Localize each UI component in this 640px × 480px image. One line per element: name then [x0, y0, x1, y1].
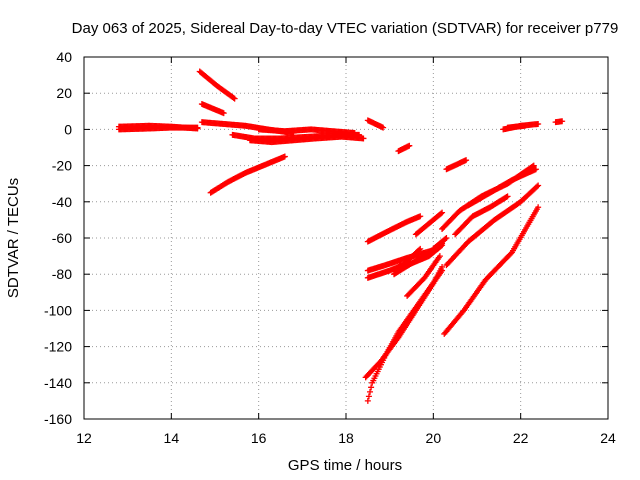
data-point: [230, 94, 237, 101]
data-track: [364, 117, 387, 131]
x-tick-label: 16: [251, 430, 267, 446]
data-point: [504, 193, 511, 200]
y-tick-label: -40: [52, 194, 72, 210]
y-tick-label: -140: [44, 375, 72, 391]
y-tick-label: 40: [56, 49, 72, 65]
y-tick-label: -160: [44, 411, 72, 427]
data-track: [404, 242, 446, 269]
data-track: [198, 101, 227, 117]
y-tick-label: -100: [44, 302, 72, 318]
chart-title: Day 063 of 2025, Sidereal Day-to-day VTE…: [72, 20, 619, 37]
data-track: [412, 209, 446, 238]
data-point: [535, 204, 542, 211]
data-track: [430, 235, 450, 252]
data-point: [443, 235, 450, 241]
data-point: [368, 384, 375, 391]
data-track: [452, 193, 511, 238]
data-point: [364, 397, 371, 404]
x-tick-label: 24: [600, 430, 616, 446]
data-point: [535, 182, 542, 189]
data-track: [255, 126, 358, 137]
data-track: [364, 245, 424, 281]
data-point: [535, 120, 542, 127]
data-track: [395, 142, 413, 155]
data-point: [365, 393, 372, 400]
data-track: [443, 182, 542, 269]
tick-layer: 12 14 16 18 20 22 24 40 20 0 -20 -40 -60 -80 -100 -120 -…: [44, 49, 616, 446]
data-point: [367, 388, 374, 395]
y-tick-label: -80: [52, 266, 72, 282]
data-track: [552, 118, 566, 126]
data-track: [207, 153, 288, 196]
x-tick-label: 18: [338, 430, 354, 446]
data-track: [364, 213, 424, 245]
data-point: [281, 153, 288, 160]
data-point: [360, 135, 367, 142]
data-track: [465, 166, 539, 209]
data-track: [443, 157, 470, 173]
data-point: [406, 142, 413, 149]
data-point: [442, 235, 449, 242]
x-tick-label: 20: [426, 430, 442, 446]
data-point: [503, 194, 510, 201]
data-point: [439, 263, 446, 270]
data-point: [532, 166, 539, 173]
data-point: [417, 213, 424, 220]
data-marks: [115, 68, 566, 404]
data-point: [416, 246, 423, 253]
data-point: [507, 250, 514, 257]
data-point: [417, 245, 424, 252]
x-axis-title: GPS time / hours: [288, 457, 402, 474]
data-track: [196, 68, 238, 102]
x-tick-label: 12: [76, 430, 92, 446]
y-tick-label: -120: [44, 339, 72, 355]
x-tick-label: 22: [513, 430, 529, 446]
data-point: [534, 183, 541, 190]
data-track: [504, 122, 529, 131]
data-point: [439, 209, 446, 216]
data-point: [436, 253, 443, 260]
data-point: [522, 122, 529, 129]
data-point: [351, 130, 358, 137]
data-point: [231, 95, 238, 102]
x-tick-label: 14: [164, 430, 180, 446]
data-point: [194, 125, 201, 132]
data-track: [115, 122, 201, 132]
data-track: [362, 263, 446, 381]
data-point: [437, 210, 444, 217]
data-point: [463, 157, 470, 164]
y-tick-label: 20: [56, 85, 72, 101]
data-point: [220, 110, 227, 117]
data-point: [380, 124, 387, 131]
data-point: [559, 118, 566, 125]
y-tick-label: -60: [52, 230, 72, 246]
data-track: [441, 204, 542, 337]
y-tick-label: 0: [64, 121, 72, 137]
data-track: [404, 253, 443, 299]
y-axis-title: SDTVAR / TECUs: [5, 178, 22, 298]
y-tick-label: -20: [52, 158, 72, 174]
grid-layer: [84, 57, 608, 419]
